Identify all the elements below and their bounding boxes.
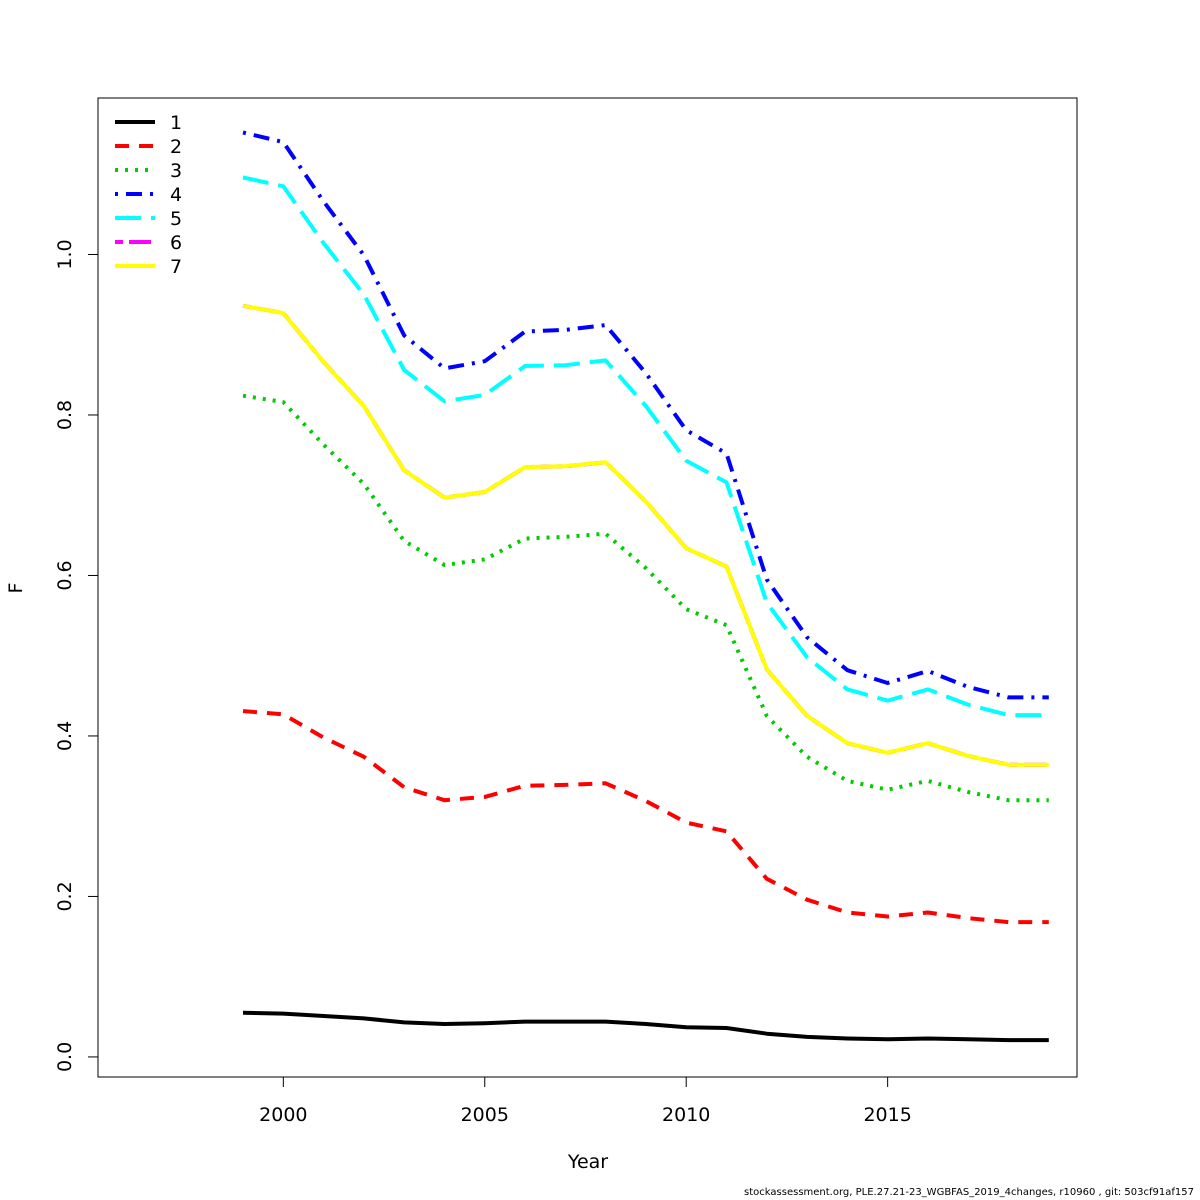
series-line-6: [242, 303, 1049, 767]
legend-label-4: 4: [170, 184, 182, 206]
x-axis-title: Year: [567, 1151, 608, 1173]
y-axis-title: F: [5, 583, 27, 594]
x-tick-label: 2000: [259, 1104, 307, 1126]
x-tick-label: 2015: [863, 1104, 911, 1126]
legend-label-7: 7: [170, 256, 182, 278]
series-line-4: [242, 130, 1049, 700]
y-tick-label: 0.6: [54, 560, 76, 590]
series-line-2: [242, 709, 1049, 925]
series-line-3: [242, 393, 1049, 803]
legend-label-2: 2: [170, 136, 182, 158]
footer-credit: stockassessment.org, PLE.27.21-23_WGBFAS…: [744, 1187, 1194, 1198]
legend-label-6: 6: [170, 232, 182, 254]
plot-frame: [97, 97, 1078, 1078]
x-tick-label: 2010: [662, 1104, 710, 1126]
y-tick-label: 1.0: [54, 239, 76, 269]
series-line-7: [242, 303, 1049, 767]
y-tick-label: 0.4: [54, 721, 76, 751]
series-layer: [242, 130, 1049, 1043]
legend-label-5: 5: [170, 208, 182, 230]
y-tick-label: 0.2: [54, 881, 76, 911]
series-line-5: [242, 175, 1049, 718]
legend-label-3: 3: [170, 160, 182, 182]
axes: 2000 2005 2010 2015 0.0 0.2 0.4 0.6 0.8 1.0: [54, 239, 912, 1126]
y-tick-label: 0.0: [54, 1042, 76, 1072]
series-line-1: [242, 1010, 1049, 1043]
legend-label-1: 1: [170, 112, 182, 134]
y-tick-label: 0.8: [54, 400, 76, 430]
x-tick-label: 2005: [461, 1104, 509, 1126]
